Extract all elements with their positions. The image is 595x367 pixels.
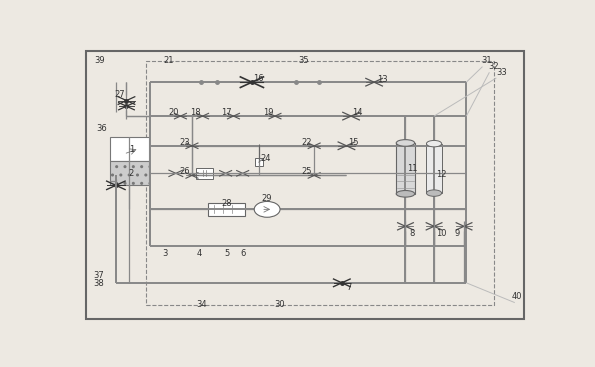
Bar (146, 61, 494, 305)
Ellipse shape (427, 190, 441, 196)
Text: 9: 9 (455, 229, 460, 238)
Text: 1: 1 (129, 145, 134, 154)
Text: 10: 10 (436, 229, 446, 238)
Ellipse shape (427, 141, 441, 147)
Bar (255, 159, 263, 166)
Text: 15: 15 (347, 138, 358, 148)
Text: 7: 7 (346, 283, 352, 291)
Text: 29: 29 (262, 195, 273, 203)
Text: 32: 32 (488, 62, 499, 71)
Text: 14: 14 (352, 108, 363, 117)
Text: 26: 26 (180, 167, 190, 176)
Text: 3: 3 (162, 249, 167, 258)
Ellipse shape (396, 190, 415, 197)
Circle shape (254, 201, 280, 217)
Ellipse shape (396, 139, 415, 146)
Bar (110, 137, 149, 161)
Text: 27: 27 (114, 90, 125, 99)
Text: 24: 24 (261, 154, 271, 163)
Text: 30: 30 (274, 299, 285, 309)
Text: 8: 8 (410, 229, 415, 238)
Bar (396, 143, 415, 194)
Bar (196, 168, 213, 179)
Text: 28: 28 (221, 199, 232, 208)
Text: 20: 20 (168, 108, 178, 117)
Text: 35: 35 (298, 57, 309, 65)
Text: 11: 11 (407, 164, 418, 173)
Text: 22: 22 (302, 138, 312, 147)
Text: 23: 23 (180, 138, 190, 147)
Text: 31: 31 (481, 57, 491, 65)
Text: 5: 5 (224, 249, 229, 258)
Text: 21: 21 (163, 57, 174, 65)
Text: 12: 12 (436, 170, 446, 178)
Text: 39: 39 (95, 57, 105, 65)
Text: 2: 2 (129, 169, 134, 178)
Text: 33: 33 (496, 68, 507, 77)
Text: 25: 25 (302, 167, 312, 176)
Bar (208, 203, 245, 215)
Text: 36: 36 (96, 124, 108, 133)
Text: 6: 6 (240, 249, 245, 258)
Text: 16: 16 (253, 74, 264, 83)
Text: 13: 13 (378, 75, 388, 84)
Text: 19: 19 (263, 108, 273, 117)
Text: 4: 4 (196, 249, 202, 258)
Bar (427, 143, 441, 193)
Bar (110, 161, 149, 185)
Text: 17: 17 (221, 108, 232, 117)
Text: 18: 18 (190, 108, 201, 117)
Text: 34: 34 (196, 299, 206, 309)
Text: 37: 37 (93, 271, 104, 280)
Text: 38: 38 (93, 279, 104, 288)
Text: 40: 40 (512, 292, 522, 301)
